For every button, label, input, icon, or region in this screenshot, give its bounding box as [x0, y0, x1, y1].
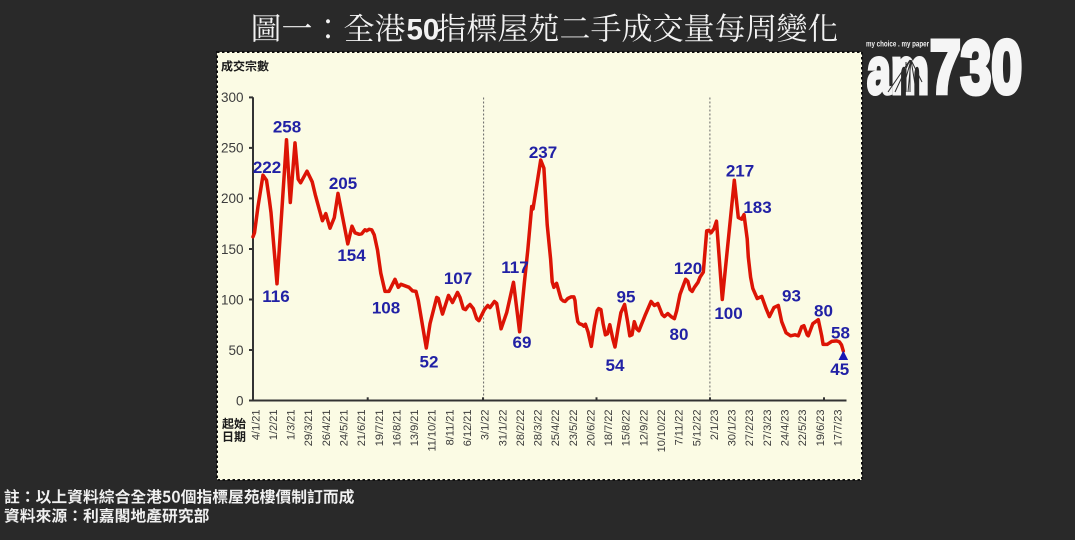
- svg-text:7/11/22: 7/11/22: [674, 410, 686, 446]
- svg-text:23/5/22: 23/5/22: [568, 410, 580, 447]
- svg-text:6/12/21: 6/12/21: [462, 410, 474, 447]
- svg-text:10/10/22: 10/10/22: [656, 410, 668, 453]
- svg-text:31/1/22: 31/1/22: [497, 410, 509, 447]
- svg-text:100: 100: [221, 292, 244, 307]
- svg-text:1/2/21: 1/2/21: [268, 410, 280, 441]
- svg-text:108: 108: [372, 299, 400, 318]
- svg-text:120: 120: [674, 259, 702, 278]
- svg-text:100: 100: [714, 304, 742, 323]
- svg-text:5/12/22: 5/12/22: [691, 410, 703, 447]
- svg-text:116: 116: [262, 287, 289, 306]
- svg-text:300: 300: [221, 90, 244, 105]
- svg-text:13/9/21: 13/9/21: [409, 410, 421, 447]
- svg-text:93: 93: [782, 287, 801, 306]
- svg-text:21/6/21: 21/6/21: [356, 410, 368, 447]
- svg-text:22/5/23: 22/5/23: [797, 410, 809, 447]
- svg-text:28/3/22: 28/3/22: [533, 410, 545, 447]
- svg-text:52: 52: [420, 353, 439, 372]
- svg-text:am: am: [867, 34, 929, 108]
- svg-text:1/3/21: 1/3/21: [286, 410, 298, 441]
- svg-text:26/4/21: 26/4/21: [321, 410, 333, 447]
- svg-text:17/7/23: 17/7/23: [832, 410, 844, 447]
- svg-text:217: 217: [726, 162, 754, 181]
- svg-text:117: 117: [501, 258, 528, 277]
- svg-text:237: 237: [529, 143, 557, 162]
- svg-text:30/1/23: 30/1/23: [727, 410, 739, 447]
- svg-text:154: 154: [337, 246, 366, 265]
- svg-text:50: 50: [228, 343, 243, 358]
- svg-text:29/3/21: 29/3/21: [303, 410, 315, 447]
- svg-text:69: 69: [513, 333, 532, 352]
- svg-text:183: 183: [743, 198, 771, 217]
- svg-text:20/6/22: 20/6/22: [585, 410, 597, 447]
- svg-text:4/1/21: 4/1/21: [250, 410, 262, 441]
- svg-text:12/9/22: 12/9/22: [638, 410, 650, 447]
- svg-text:8/11/21: 8/11/21: [444, 410, 456, 446]
- svg-text:107: 107: [444, 269, 472, 288]
- svg-text:258: 258: [273, 118, 301, 137]
- svg-text:27/2/23: 27/2/23: [744, 410, 756, 447]
- svg-text:54: 54: [606, 356, 625, 375]
- svg-text:19/7/21: 19/7/21: [374, 410, 386, 447]
- svg-text:58: 58: [831, 324, 850, 343]
- svg-text:205: 205: [329, 174, 357, 193]
- svg-text:19/6/23: 19/6/23: [815, 410, 827, 447]
- svg-text:24/5/21: 24/5/21: [339, 410, 351, 447]
- svg-text:222: 222: [253, 158, 281, 177]
- svg-text:730: 730: [930, 25, 1022, 109]
- svg-text:16/8/21: 16/8/21: [391, 410, 403, 447]
- svg-text:2/1/23: 2/1/23: [709, 410, 721, 441]
- svg-text:3/1/22: 3/1/22: [480, 410, 492, 441]
- svg-text:45: 45: [830, 360, 849, 379]
- svg-text:27/3/23: 27/3/23: [762, 410, 774, 447]
- svg-text:my choice . my paper: my choice . my paper: [866, 40, 929, 49]
- svg-text:150: 150: [221, 242, 244, 257]
- svg-text:24/4/23: 24/4/23: [780, 410, 792, 447]
- svg-text:80: 80: [814, 302, 833, 321]
- svg-text:50: 50: [407, 14, 440, 47]
- svg-text:25/4/22: 25/4/22: [550, 410, 562, 447]
- svg-text:80: 80: [670, 325, 689, 344]
- svg-text:18/7/22: 18/7/22: [603, 410, 615, 447]
- svg-text:28/2/22: 28/2/22: [515, 410, 527, 447]
- svg-text:200: 200: [221, 191, 244, 206]
- svg-text:15/8/22: 15/8/22: [621, 410, 633, 447]
- svg-text:0: 0: [236, 393, 244, 408]
- svg-text:95: 95: [617, 288, 636, 307]
- svg-text:250: 250: [221, 141, 244, 156]
- svg-text:11/10/21: 11/10/21: [427, 410, 439, 452]
